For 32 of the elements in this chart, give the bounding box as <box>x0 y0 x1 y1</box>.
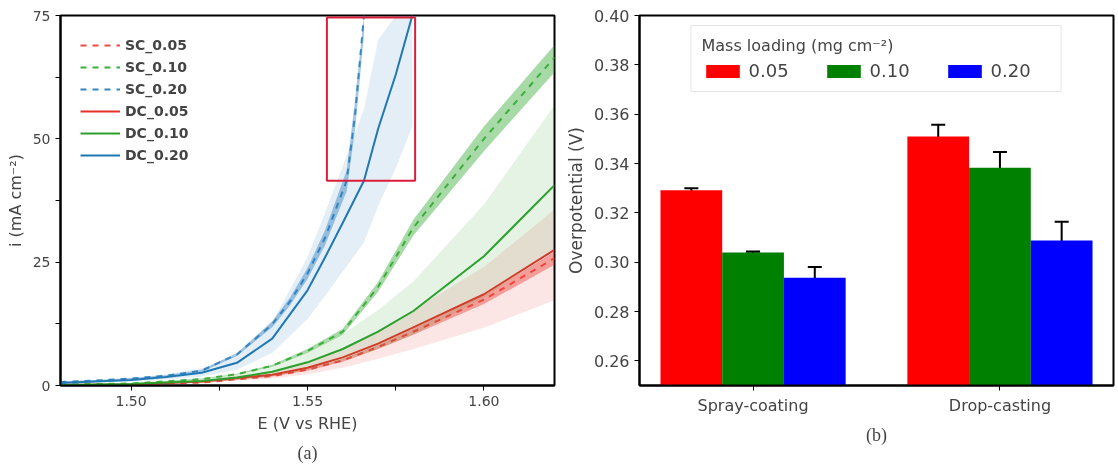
legend-label: DC_0.10 <box>125 125 189 141</box>
legend-label: 0.20 <box>990 60 1032 81</box>
y-tick-label: 0.38 <box>593 55 630 75</box>
y-tick-label: 0.30 <box>593 253 630 273</box>
y-tick-label: 0.36 <box>593 105 630 125</box>
y-tick-label: 0 <box>41 377 51 394</box>
y-tick-label: 0.28 <box>593 302 630 322</box>
y-axis-title: i (mA cm⁻²) <box>5 154 25 247</box>
legend-label: DC_0.05 <box>125 103 189 119</box>
y-tick-label: 75 <box>32 7 51 24</box>
y-tick-label: 0.26 <box>593 351 630 371</box>
y-tick-label: 0.32 <box>593 203 630 223</box>
y-tick-label: 50 <box>32 130 51 147</box>
legend-label: 0.05 <box>748 60 790 81</box>
y-axis-title: Overpotential (V) <box>565 127 586 274</box>
y-tick-label: 0.40 <box>593 6 630 26</box>
x-tick-label: 1.50 <box>115 392 147 409</box>
text: (b) <box>866 424 888 446</box>
y-tick-label: 0.34 <box>593 154 630 174</box>
x-axis-title: E (V vs RHE) <box>257 413 358 433</box>
x-tick-label: Spray-coating <box>697 395 809 415</box>
x-tick-label: 1.60 <box>468 392 500 409</box>
text: (a) <box>297 442 318 464</box>
legend-label: SC_0.05 <box>125 37 187 53</box>
x-tick-label: 1.55 <box>291 392 324 409</box>
legend-label: 0.10 <box>869 60 911 81</box>
legend-label: DC_0.20 <box>125 147 189 163</box>
legend-label: SC_0.10 <box>125 59 187 75</box>
y-tick-label: 25 <box>32 254 51 271</box>
legend-label: SC_0.20 <box>125 81 187 97</box>
x-tick-label: Drop-casting <box>948 395 1052 415</box>
legend-title: Mass loading (mg cm⁻²) <box>701 36 895 55</box>
